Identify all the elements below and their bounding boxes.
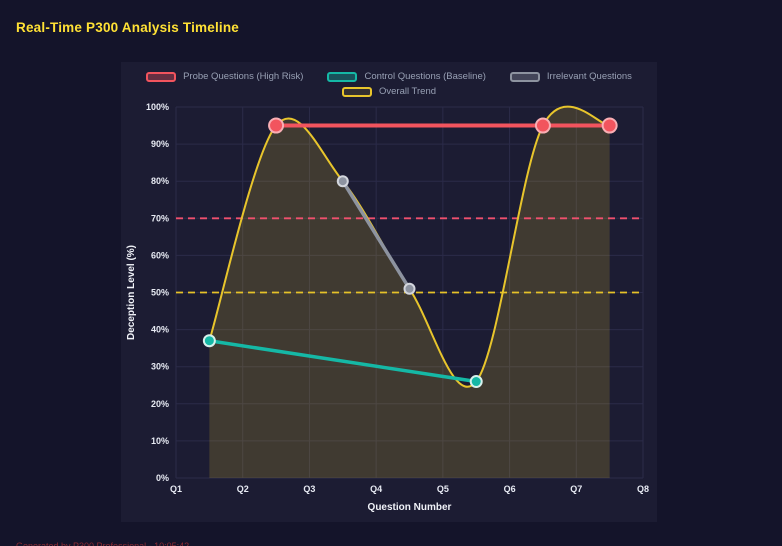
series-line-2 <box>341 179 412 291</box>
page-title: Real-Time P300 Analysis Timeline <box>16 20 240 35</box>
data-point-series-1[interactable] <box>469 375 483 389</box>
y-tick-label: 50% <box>151 288 169 298</box>
data-point-series-2[interactable] <box>336 175 349 188</box>
x-tick-label: Q7 <box>570 484 582 494</box>
chart-svg: 0% 10% 20% 30% 40% 50% 60% 70% 80% 90% 100% Q1 Q2 Q3 Q… <box>126 102 649 513</box>
chart-panel: Probe Questions (High Risk) Control Quest… <box>121 62 657 522</box>
legend-item-2[interactable]: Irrelevant Questions <box>509 71 632 82</box>
legend-row: Probe Questions (High Risk) Control Quest… <box>146 71 632 82</box>
legend-label: Irrelevant Questions <box>546 71 632 82</box>
series-line-1 <box>207 338 478 384</box>
legend-swatch-icon <box>327 71 358 82</box>
y-tick-label: 30% <box>151 362 169 372</box>
x-tick-label: Q8 <box>637 484 649 494</box>
x-tick-label: Q1 <box>170 484 182 494</box>
y-tick-label: 70% <box>151 213 169 223</box>
y-tick-label: 80% <box>151 176 169 186</box>
x-tick-label: Q6 <box>504 484 516 494</box>
y-tick-label: 100% <box>146 102 169 112</box>
legend-swatch-icon <box>341 86 372 97</box>
legend-label: Probe Questions (High Risk) <box>183 71 304 82</box>
data-point-series-1[interactable] <box>202 334 216 348</box>
legend-item-0[interactable]: Probe Questions (High Risk) <box>146 71 303 82</box>
legend-label: Control Questions (Baseline) <box>364 71 486 82</box>
legend-label: Overall Trend <box>378 86 437 97</box>
legend-swatch-icon <box>509 71 540 82</box>
x-tick-label: Q3 <box>303 484 315 494</box>
legend: Probe Questions (High Risk) Control Quest… <box>121 71 657 97</box>
y-tick-label: 90% <box>151 139 169 149</box>
x-tick-label: Q5 <box>437 484 449 494</box>
data-point-series-0[interactable] <box>268 117 285 134</box>
y-tick-label: 60% <box>151 250 169 260</box>
data-point-series-0[interactable] <box>601 117 618 134</box>
footer-note: Generated by P300 Professional - 10:05:4… <box>16 541 190 546</box>
legend-item-3[interactable]: Overall Trend <box>341 86 437 97</box>
y-tick-label: 20% <box>151 399 169 409</box>
legend-row: Overall Trend <box>341 86 437 97</box>
x-axis-title: Question Number <box>368 502 452 513</box>
y-tick-label: 0% <box>156 473 169 483</box>
y-axis-title: Deception Level (%) <box>126 245 137 340</box>
y-tick-label: 10% <box>151 436 169 446</box>
y-tick-label: 40% <box>151 325 169 335</box>
legend-item-1[interactable]: Control Questions (Baseline) <box>327 71 486 82</box>
x-tick-label: Q2 <box>237 484 249 494</box>
data-point-series-2[interactable] <box>403 282 416 295</box>
x-tick-label: Q4 <box>370 484 382 494</box>
data-point-series-0[interactable] <box>534 117 551 134</box>
legend-swatch-icon <box>146 71 177 82</box>
